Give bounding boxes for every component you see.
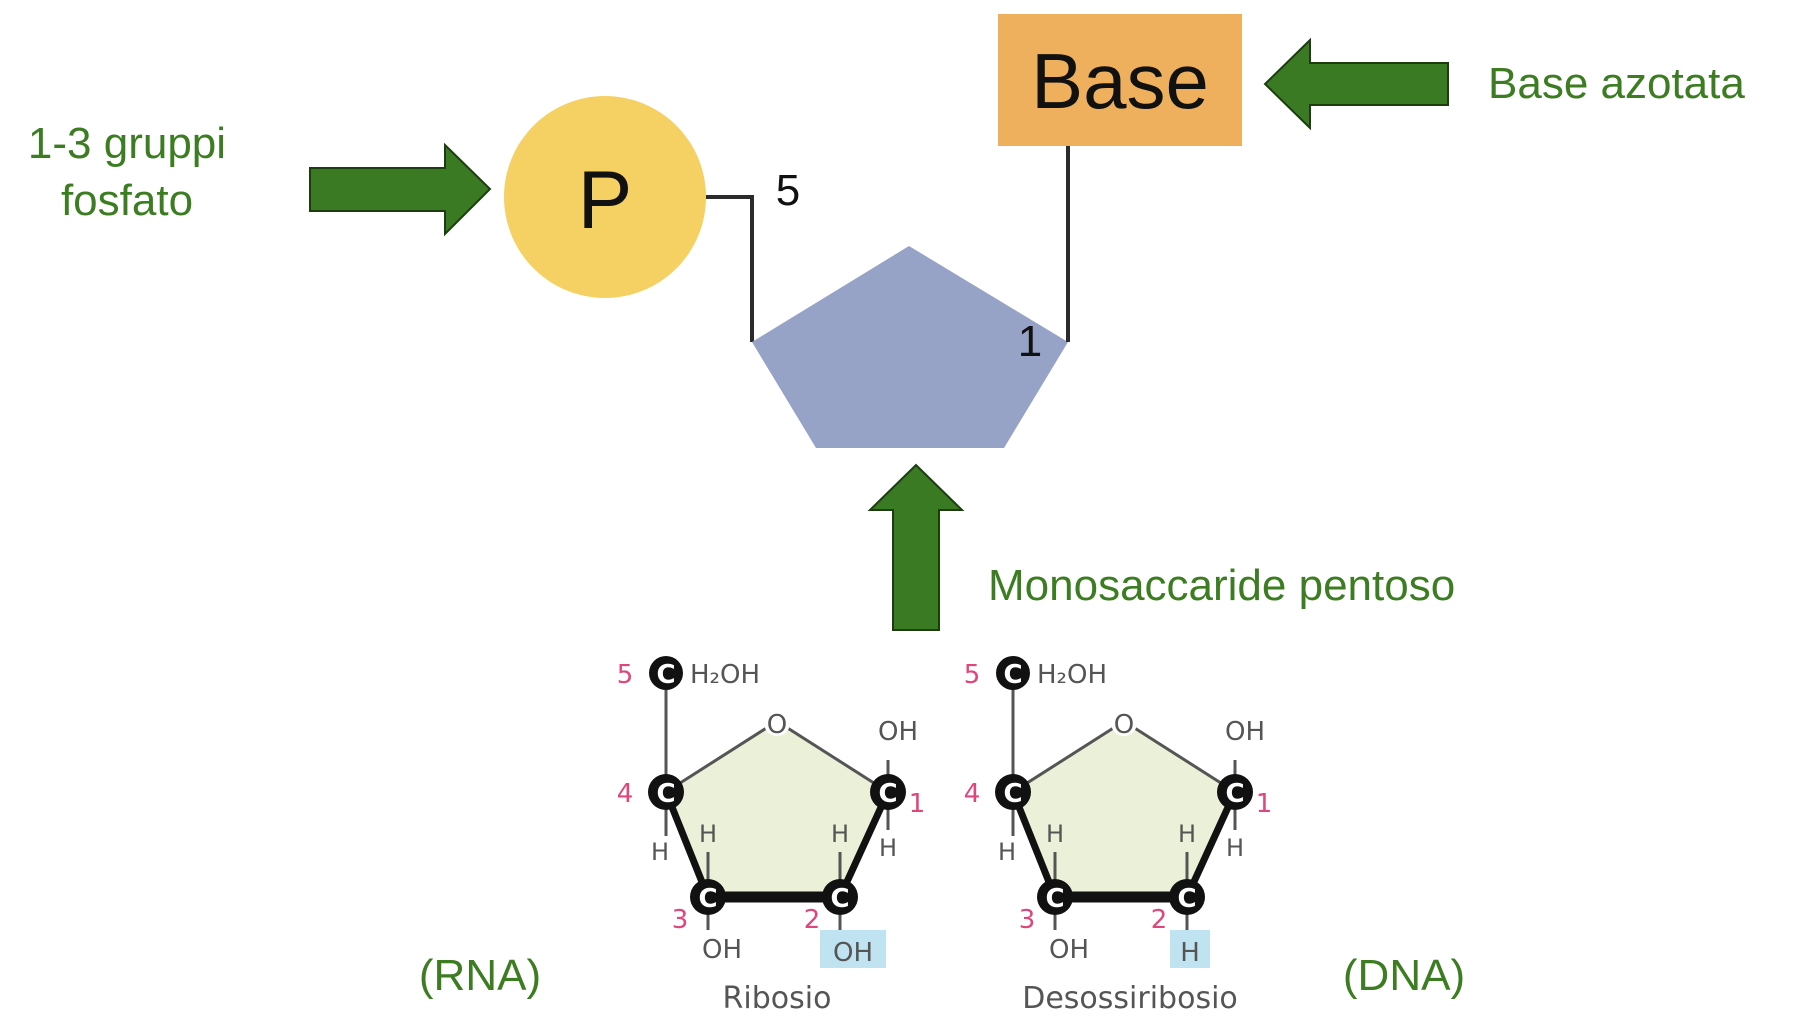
deoxyribose-c2-h-upper: H	[1178, 820, 1196, 848]
deoxyribose-num-2: 2	[1151, 905, 1168, 935]
deoxyribose-caption: Desossiribosio	[1022, 981, 1238, 1016]
ribose-c1-oh: OH	[878, 717, 918, 747]
rna-label: (RNA)	[419, 951, 541, 1000]
deoxyribose-carbon-1	[1217, 774, 1253, 810]
ribose-carbon-5	[649, 656, 683, 690]
ribose-num-1: 1	[909, 789, 926, 819]
nitrogenous-base-label: Base azotata	[1488, 59, 1745, 108]
deoxyribose-structure: C C C C C O H₂OH OH H H H H OH H 5 4 1 3…	[964, 656, 1273, 1016]
dna-label: (DNA)	[1343, 951, 1465, 1000]
phosphate-group-label-line2: fosfato	[61, 176, 193, 225]
deoxyribose-num-4: 4	[964, 779, 981, 809]
svg-text:C: C	[1003, 779, 1022, 809]
deoxyribose-c3-h: H	[1046, 820, 1064, 848]
ribose-num-2: 2	[804, 905, 821, 935]
base-text: Base	[1031, 37, 1209, 125]
deoxyribose-num-3: 3	[1019, 905, 1036, 935]
ribose-c5-group: H₂OH	[690, 660, 760, 690]
ribose-c2-h: H	[831, 820, 849, 848]
ribose-carbon-4	[648, 774, 684, 810]
carbon-1-label: 1	[1018, 317, 1042, 366]
deoxyribose-carbon-2	[1169, 879, 1205, 915]
deoxyribose-num-5: 5	[964, 660, 981, 690]
svg-text:C: C	[1225, 779, 1244, 809]
ribose-num-5: 5	[617, 660, 634, 690]
deoxyribose-c2-highlight	[1170, 930, 1210, 968]
ribose-carbon-2	[822, 879, 858, 915]
svg-text:C: C	[1177, 884, 1196, 914]
svg-text:C: C	[698, 884, 717, 914]
ribose-num-3: 3	[672, 905, 689, 935]
deoxyribose-ring	[1013, 723, 1235, 897]
ribose-c2-highlight	[820, 930, 886, 968]
deoxyribose-carbon-3	[1037, 879, 1073, 915]
deoxyribose-carbon-4	[995, 774, 1031, 810]
phosphate-circle	[504, 96, 706, 298]
svg-text:C: C	[878, 779, 897, 809]
carbon-5-label: 5	[776, 166, 800, 215]
ribose-c2-oh: OH	[833, 938, 873, 968]
arrow-up-to-pentose	[867, 463, 965, 631]
svg-text:C: C	[1045, 884, 1064, 914]
deoxyribose-c1-h: H	[1226, 834, 1244, 862]
arrow-right-to-phosphate	[309, 142, 492, 237]
svg-text:C: C	[656, 660, 675, 690]
ribose-ring-oxygen: O	[767, 710, 787, 740]
ribose-c3-oh: OH	[702, 935, 742, 965]
ribose-structure: C C C C C O H₂OH OH H H OH H OH H 5 4 1 …	[617, 656, 926, 1016]
deoxyribose-num-1: 1	[1256, 789, 1273, 819]
deoxyribose-c2-h: H	[1180, 938, 1200, 968]
ribose-num-4: 4	[617, 779, 634, 809]
ribose-c4-h: H	[651, 838, 669, 866]
ribose-carbon-1	[870, 774, 906, 810]
arrow-left-to-base	[1263, 37, 1449, 131]
svg-text:C: C	[656, 779, 675, 809]
base-box	[998, 14, 1242, 146]
ribose-c1-h: H	[879, 834, 897, 862]
deoxyribose-c5-group: H₂OH	[1037, 660, 1107, 690]
deoxyribose-ring-oxygen: O	[1114, 710, 1134, 740]
phosphate-symbol: P	[578, 155, 633, 246]
deoxyribose-c1-oh: OH	[1225, 717, 1265, 747]
deoxyribose-carbon-5	[996, 656, 1030, 690]
ribose-caption: Ribosio	[723, 981, 832, 1016]
ribose-carbon-3	[690, 879, 726, 915]
svg-text:C: C	[830, 884, 849, 914]
phosphate-group-label-line1: 1-3 gruppi	[28, 119, 226, 168]
deoxyribose-c3-oh: OH	[1049, 935, 1089, 965]
deoxyribose-c4-h: H	[998, 838, 1016, 866]
pentose-pentagon	[752, 246, 1068, 448]
pentose-sugar-label: Monosaccaride pentoso	[988, 561, 1455, 610]
ribose-c3-h: H	[699, 820, 717, 848]
svg-text:C: C	[1003, 660, 1022, 690]
phosphate-sugar-bond	[706, 195, 754, 342]
ribose-ring	[666, 723, 888, 897]
